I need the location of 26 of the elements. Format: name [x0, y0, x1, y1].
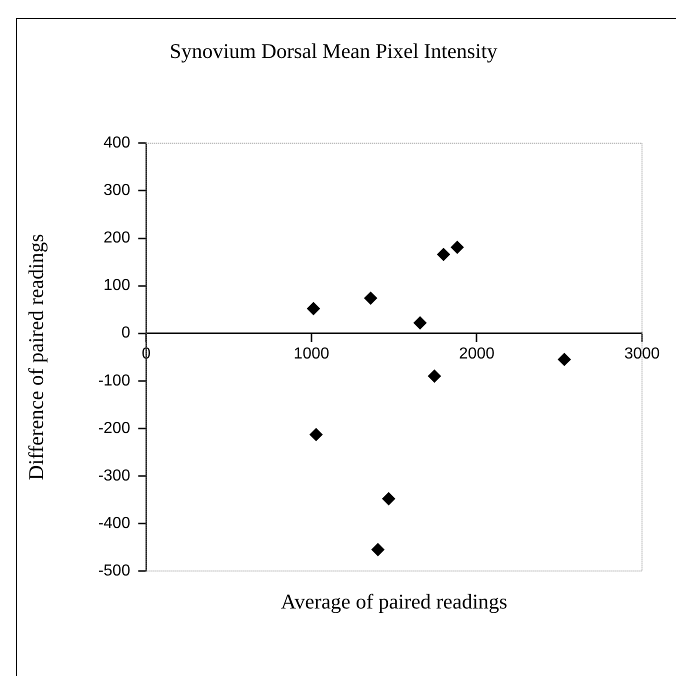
x-tick-label: 3000 — [624, 345, 660, 362]
point — [414, 316, 427, 330]
y-tick-label: 400 — [104, 134, 130, 152]
point — [364, 292, 378, 305]
point — [310, 428, 323, 442]
y-tick-label: -100 — [98, 372, 130, 390]
y-tick-label: 300 — [104, 182, 130, 200]
y-tick-label: -500 — [98, 562, 130, 580]
y-tick-label: 0 — [121, 324, 130, 342]
y-tick-label: -400 — [98, 514, 130, 532]
point — [371, 543, 384, 556]
x-tick-label: 1000 — [294, 345, 330, 362]
chart-title: Synovium Dorsal Mean Pixel Intensity — [170, 39, 498, 64]
y-tick-label: 200 — [104, 230, 130, 247]
point — [428, 370, 441, 383]
y-tick-label: -200 — [98, 420, 130, 437]
y-axis-title: Difference of paired readings — [24, 234, 48, 480]
point — [450, 240, 464, 254]
point — [558, 352, 571, 366]
point — [437, 248, 450, 261]
x-tick-label: 2000 — [458, 345, 495, 362]
point — [382, 492, 396, 506]
y-tick-label: 100 — [104, 277, 130, 294]
x-axis-title: Average of paired readings — [280, 590, 508, 614]
point — [306, 302, 320, 316]
y-tick-label: -300 — [98, 467, 130, 484]
